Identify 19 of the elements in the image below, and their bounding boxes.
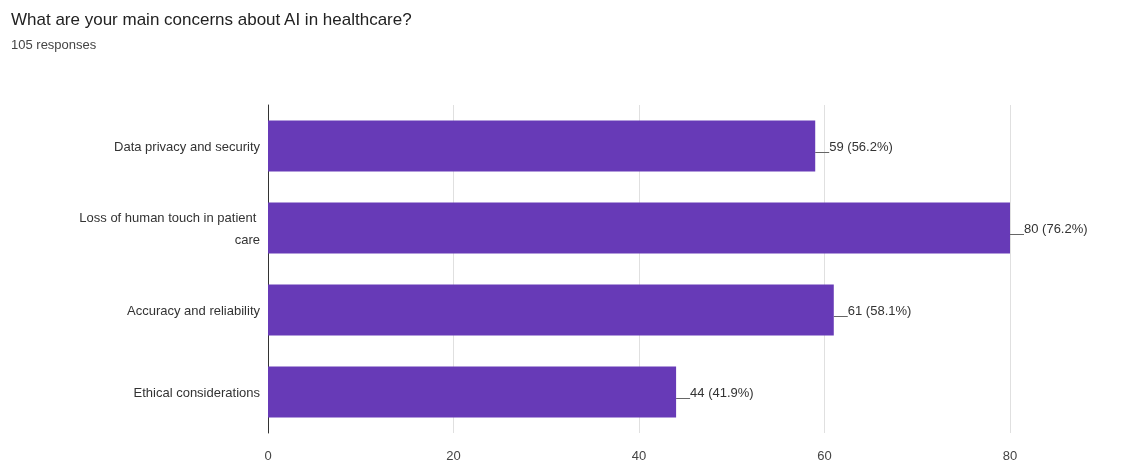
x-tick-label: 0: [264, 448, 272, 463]
text: 105 responses: [11, 37, 97, 52]
chart-title: What are your main concerns about AI in healthcare?: [11, 10, 412, 29]
data-label: 61 (58.1%): [847, 302, 912, 318]
data-label: 59 (56.2%): [829, 138, 893, 154]
data-label: 80 (76.2%): [1024, 220, 1088, 236]
data-label: 44 (41.9%): [690, 384, 754, 400]
x-tick-label: 40: [631, 448, 647, 463]
bar: [268, 120, 816, 172]
y-tick-label: Accuracy and reliability: [127, 302, 261, 318]
y-tick-label: Data privacy and security: [114, 138, 261, 154]
x-tick-label: 20: [446, 448, 461, 463]
x-tick-label: 60: [817, 448, 832, 463]
y-tick-label: Loss of human touch in patient care: [79, 209, 260, 247]
bar: [268, 284, 834, 336]
x-tick-label: 80: [1002, 448, 1018, 463]
y-tick-label: Ethical considerations: [133, 384, 261, 400]
bar: [268, 202, 1010, 254]
bar: [268, 366, 677, 418]
